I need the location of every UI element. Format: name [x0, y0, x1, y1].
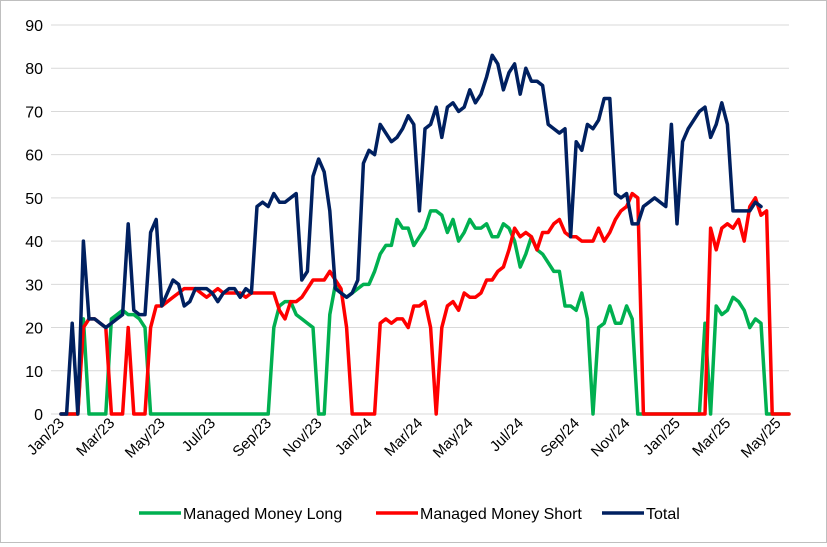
- x-tick-label: Jul/23: [179, 415, 219, 455]
- series-line-total: [59, 53, 763, 416]
- x-tick-label: Sep/24: [537, 415, 583, 461]
- x-tick-label: Jan/24: [332, 415, 376, 459]
- legend-label: Managed Money Long: [183, 506, 342, 523]
- y-tick-label: 20: [25, 321, 43, 338]
- y-tick-label: 40: [25, 234, 43, 251]
- legend-label: Total: [646, 506, 680, 523]
- y-tick-label: 70: [25, 104, 43, 121]
- x-axis: Jan/23 Mar/23 May/23 Jul/23 Sep/23 Nov/23 Jan/…: [24, 413, 789, 462]
- y-tick-label: 0: [34, 407, 43, 424]
- y-axis: 0 10 20 30 40 50 60 70 80 90: [25, 18, 43, 424]
- series-lines: [59, 53, 791, 416]
- x-tick-label: Nov/24: [588, 415, 634, 461]
- x-tick-label: Mar/23: [73, 415, 118, 460]
- x-tick-label: Mar/25: [689, 415, 734, 460]
- y-tick-label: 80: [25, 61, 43, 78]
- series-line-managed-money-short: [59, 191, 791, 416]
- x-tick-label: May/23: [122, 415, 169, 462]
- legend-label: Managed Money Short: [420, 506, 582, 523]
- legend-item-total: Total: [602, 506, 680, 523]
- legend-item-managed-money-short: Managed Money Short: [376, 506, 582, 523]
- x-tick-label: Jul/24: [487, 415, 527, 455]
- x-tick-label: Mar/24: [381, 415, 426, 460]
- y-tick-label: 50: [25, 191, 43, 208]
- legend-item-managed-money-long: Managed Money Long: [139, 506, 342, 523]
- y-tick-label: 60: [25, 148, 43, 165]
- x-tick-label: Sep/23: [229, 415, 275, 461]
- x-tick-label: May/25: [738, 415, 785, 462]
- y-tick-label: 30: [25, 277, 43, 294]
- y-tick-label: 10: [25, 364, 43, 381]
- x-tick-label: Jan/23: [24, 415, 68, 459]
- x-tick-label: Jan/25: [640, 415, 684, 459]
- y-tick-label: 90: [25, 18, 43, 35]
- x-tick-label: Nov/23: [280, 415, 326, 461]
- legend: Managed Money Long Managed Money Short Tot…: [139, 506, 680, 523]
- x-tick-label: May/24: [430, 415, 477, 462]
